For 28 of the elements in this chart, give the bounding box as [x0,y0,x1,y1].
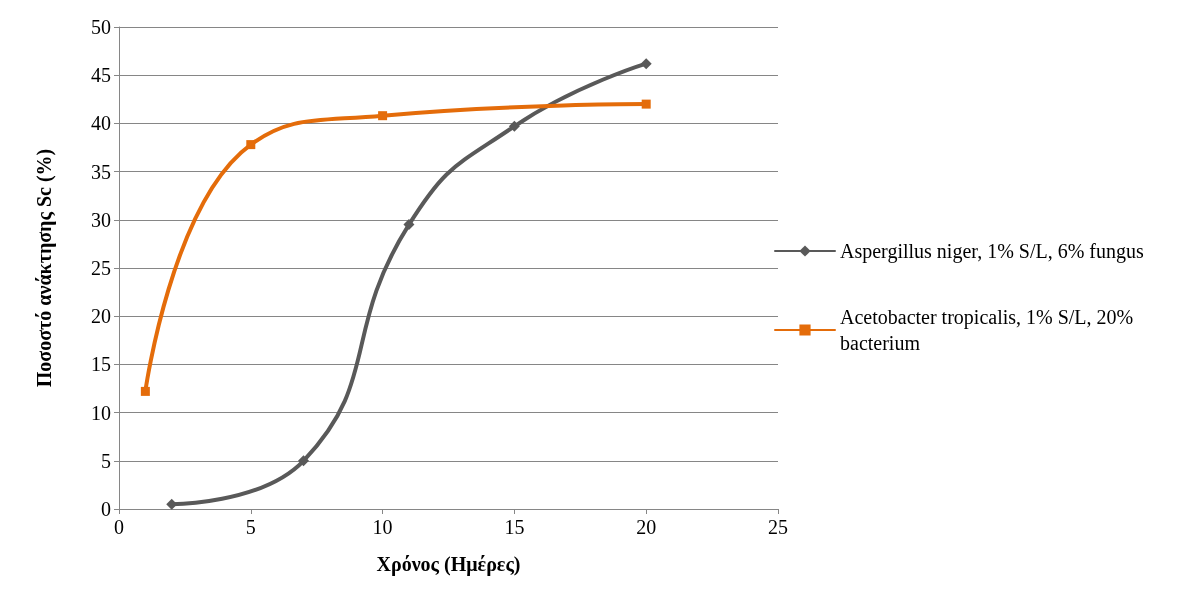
x-tick-label: 10 [372,516,393,538]
y-tick-label: 20 [91,305,111,328]
y-tick-label: 35 [91,160,111,183]
point [640,58,652,70]
point [246,140,256,150]
x-tick-label: 25 [768,516,788,538]
y-axis-title: Ποσοστό ανάκτησης Sc (%) [33,148,56,388]
y-tick-label: 15 [91,353,111,376]
y-tick-label: 40 [91,112,111,135]
point [403,219,415,231]
point [508,120,520,132]
legend-label: Aspergillus niger, 1% S/L, 6% fungus [840,240,1145,263]
x-tick-label: 20 [636,516,657,538]
y-tick-label: 5 [101,449,111,472]
point [298,455,310,467]
y-tick-label: 0 [101,498,111,520]
point [641,99,651,109]
x-tick-label: 5 [245,516,256,538]
point [140,386,150,396]
y-tick-label: 30 [91,208,111,231]
y-tick-label: 50 [91,16,111,38]
point [378,111,388,121]
x-tick-label: 15 [504,516,525,538]
y-tick-label: 25 [91,257,111,279]
legend-label: Acetobacter tropicalis, 1% S/L, 20% bacterium [840,306,1139,354]
x-axis-title: Χρόνος (Ημέρες) [376,553,521,576]
y-tick-label: 45 [91,64,111,87]
y-tick-label: 10 [91,401,111,424]
